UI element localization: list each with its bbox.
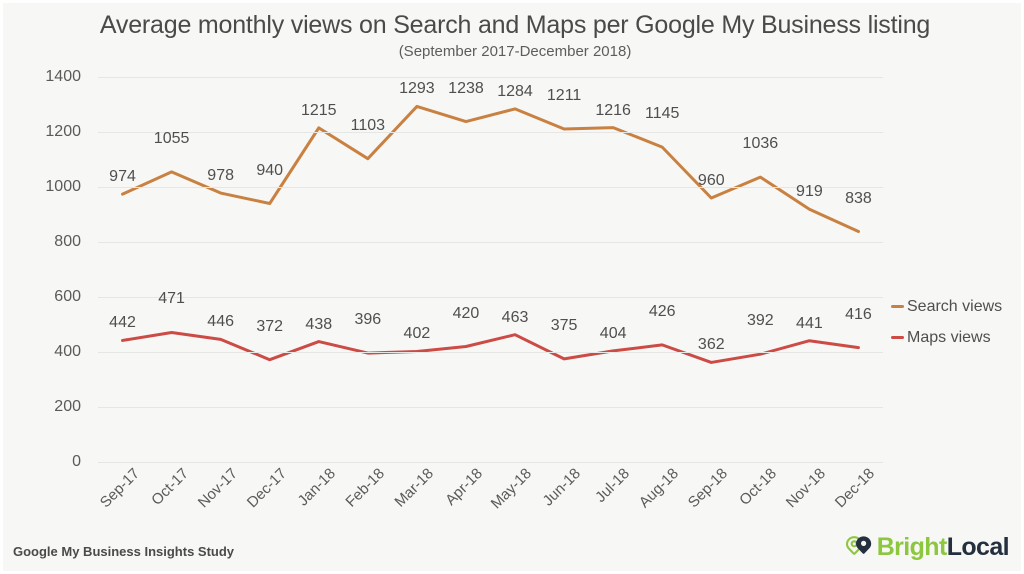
x-axis-tick: Feb-18: [342, 465, 388, 511]
chart-legend: Search views Maps views: [891, 291, 1002, 353]
data-label: 1036: [742, 135, 779, 153]
gridline: [98, 242, 883, 243]
legend-label: Search views: [907, 297, 1003, 315]
data-label: 396: [354, 311, 382, 329]
x-axis-tick: Sep-18: [685, 465, 732, 512]
data-label: 919: [796, 183, 823, 201]
x-axis-tick: Jan-18: [294, 465, 339, 510]
x-axis-tick: Mar-18: [391, 465, 437, 511]
x-axis-labels: Sep-17 Oct-17 Nov-17 Dec-17 Jan-18 Feb-18 Mar-…: [96, 464, 883, 535]
data-label: 362: [697, 336, 725, 354]
chart-subtitle: (September 2017-December 2018): [398, 43, 632, 60]
data-label: 1238: [448, 79, 484, 97]
x-axis-tick: Dec-18: [832, 465, 879, 512]
data-label: 420: [452, 304, 480, 322]
y-axis-tick: 600: [54, 288, 81, 305]
x-axis-tick: Sep-17: [96, 465, 143, 512]
gridline: [98, 77, 883, 78]
legend-label: Maps views: [907, 328, 991, 346]
data-label: 392: [746, 312, 774, 330]
legend-swatch: [891, 305, 904, 308]
x-axis-tick: Apr-18: [442, 465, 486, 509]
plot-area: 974 1055 978 940 1215 1103 1293 1238 1284 1211 121…: [98, 77, 883, 463]
x-axis-tick: Oct-18: [736, 465, 781, 509]
data-label: 1103: [350, 116, 386, 134]
data-label: 940: [256, 161, 284, 179]
y-axis-tick: 1200: [45, 123, 81, 140]
data-label: 1216: [595, 101, 631, 119]
gridline: [98, 187, 883, 188]
series-line: [121, 330, 860, 364]
gridline: [98, 407, 883, 408]
x-axis-tick: Dec-17: [243, 465, 290, 512]
data-label: 446: [207, 313, 235, 331]
y-axis-tick: 1000: [45, 178, 81, 195]
data-label: 402: [403, 325, 431, 343]
y-axis-tick: 400: [54, 343, 81, 360]
data-label: 372: [256, 317, 284, 335]
data-label: 442: [109, 314, 136, 332]
data-label: 1284: [497, 82, 533, 100]
brightlocal-logo: BrightLocal: [844, 532, 1010, 562]
data-label: 463: [501, 308, 529, 326]
data-label: 438: [305, 315, 333, 333]
data-label: 416: [845, 305, 872, 323]
logo-bright: Bright: [876, 532, 948, 561]
y-axis-tick: 1400: [45, 68, 81, 85]
data-label: 978: [207, 167, 235, 185]
logo-wordmark: BrightLocal: [876, 532, 1010, 561]
data-label: 960: [697, 172, 725, 189]
data-label: 1211: [546, 86, 582, 104]
gridline: [98, 352, 883, 353]
gridline: [98, 297, 883, 298]
legend-swatch: [891, 336, 904, 339]
map-pin-icon-svg: [845, 536, 871, 555]
data-label: 375: [550, 316, 578, 334]
chart-title: Average monthly views on Search and Maps…: [99, 11, 931, 39]
legend-item[interactable]: Maps views: [891, 322, 1002, 353]
data-label: 1145: [645, 105, 680, 123]
gridline: [98, 132, 883, 133]
x-axis-tick: Aug-18: [636, 465, 683, 512]
x-axis-tick: Oct-17: [147, 465, 192, 509]
data-label: 426: [648, 302, 676, 320]
data-label: 404: [599, 324, 627, 342]
y-axis-tick: 800: [54, 233, 81, 250]
x-axis-tick: Nov-17: [194, 465, 241, 512]
x-axis-tick: Jun-18: [539, 465, 585, 510]
legend-item[interactable]: Search views: [891, 291, 1002, 322]
y-axis-labels: 1400 1200 1000 800 600 400 200 0: [3, 68, 91, 470]
y-axis-tick: 0: [72, 453, 81, 470]
y-axis-tick: 200: [54, 398, 81, 415]
data-label: 441: [796, 314, 823, 332]
data-label: 838: [845, 189, 872, 207]
data-label: 974: [109, 168, 136, 186]
source-label: Google My Business Insights Study: [13, 544, 235, 559]
data-label: 1055: [153, 129, 190, 147]
data-label: 1215: [300, 101, 337, 119]
data-label: 471: [158, 290, 185, 308]
gridline: [98, 462, 883, 463]
logo-local: Local: [946, 532, 1010, 561]
x-axis-tick: May-18: [487, 464, 536, 513]
data-label: 1293: [399, 80, 435, 98]
x-axis-tick: Nov-18: [783, 465, 830, 512]
x-axis-tick: Jul-18: [592, 465, 634, 506]
map-pin-icon: [844, 535, 874, 559]
